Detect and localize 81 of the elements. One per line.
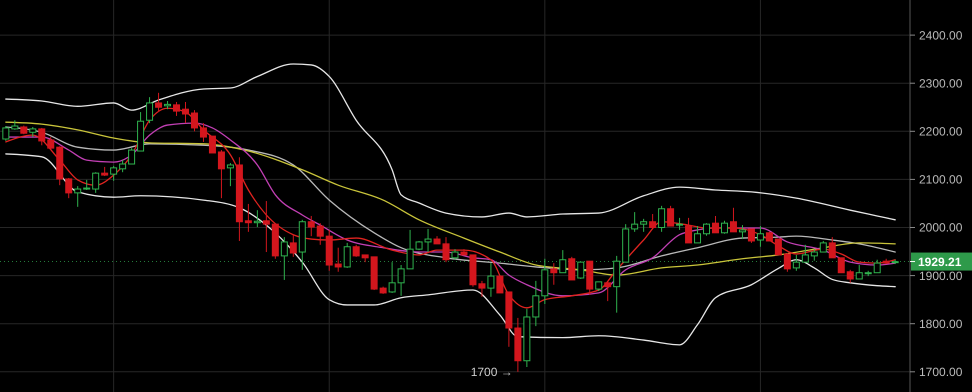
candlestick: [11, 120, 18, 130]
candlestick: [820, 240, 827, 253]
candlestick: [200, 122, 207, 142]
candlestick: [83, 179, 90, 190]
y-tick-label: 1700.00: [919, 365, 963, 379]
candlestick: [146, 96, 154, 124]
candlestick: [640, 218, 648, 232]
candlestick: [74, 186, 82, 208]
candlestick: [424, 228, 432, 253]
y-tick-label: 1800.00: [919, 316, 963, 331]
y-tick-label: 2300.00: [919, 76, 963, 90]
candlestick: [38, 127, 46, 146]
candlestick: [496, 274, 504, 294]
candlestick: [119, 160, 126, 173]
candlestick: [290, 234, 297, 258]
candlestick: [280, 236, 288, 280]
candlestick: [398, 264, 405, 296]
candlestick: [703, 222, 710, 236]
candlestick: [748, 228, 755, 244]
candlestick: [685, 217, 692, 244]
candlestick: [712, 215, 719, 234]
candlestick: [532, 280, 540, 327]
candlestick: [92, 172, 100, 194]
candlestick: [218, 150, 225, 199]
candlestick: [29, 126, 36, 138]
candlestick: [352, 244, 360, 258]
candlestick: [810, 248, 818, 262]
candlestick: [334, 247, 342, 272]
y-tick-label: 1900.00: [919, 268, 963, 283]
candlestick: [595, 281, 602, 292]
candlestick: [155, 92, 162, 113]
candlestick: [478, 280, 486, 298]
candlestick: [577, 262, 584, 280]
candlestick: [559, 250, 566, 274]
candlestick: [658, 205, 666, 232]
candlestick: [182, 101, 189, 124]
candlestick: [128, 148, 136, 165]
candlestick: [720, 220, 728, 234]
candlestick: [568, 256, 576, 280]
candlestick: [604, 281, 612, 302]
candlestick: [694, 226, 702, 244]
candlestick: [406, 229, 414, 270]
candlestick: [190, 110, 198, 132]
candlestick: [774, 238, 782, 256]
y-tick-label: 2200.00: [919, 124, 963, 139]
y-tick-label: 2100.00: [919, 172, 963, 187]
candlestick: [388, 262, 396, 294]
ref-line-label: 1929.21: [918, 254, 962, 269]
candlestick: [766, 231, 773, 242]
y-tick-label: 2400.00: [919, 28, 963, 42]
candlestick: [667, 205, 674, 227]
line-series: [5, 63, 896, 220]
candlestick: [262, 200, 270, 253]
candlestick: [442, 236, 450, 263]
candlestick: [173, 101, 180, 116]
candlestick: [451, 248, 458, 260]
candlestick: [487, 262, 494, 298]
candlestick: [244, 203, 252, 232]
candlestick: [226, 162, 234, 187]
candlestick: [738, 224, 746, 240]
candlestick: [856, 264, 863, 280]
candlestick: [416, 240, 423, 251]
line-series: [5, 153, 896, 346]
candlestick: [828, 236, 836, 258]
candlestick: [792, 254, 800, 272]
candlestick: [110, 165, 118, 182]
candlestick: [208, 136, 216, 154]
candlestick: [550, 262, 558, 286]
annotation: 1700 →: [470, 365, 513, 379]
y-tick-label: 2000.00: [919, 220, 963, 235]
candlestick: [344, 242, 351, 268]
candlestick: [784, 252, 791, 272]
candlestick: [649, 214, 656, 228]
candlestick: [756, 226, 764, 248]
candlestick: [874, 259, 881, 274]
candlestick: [802, 244, 809, 263]
candlestick: [65, 177, 72, 199]
candlestick: [101, 166, 108, 177]
candlestick: [631, 212, 638, 232]
candlestick: [730, 207, 737, 232]
candlestick: [676, 217, 684, 230]
